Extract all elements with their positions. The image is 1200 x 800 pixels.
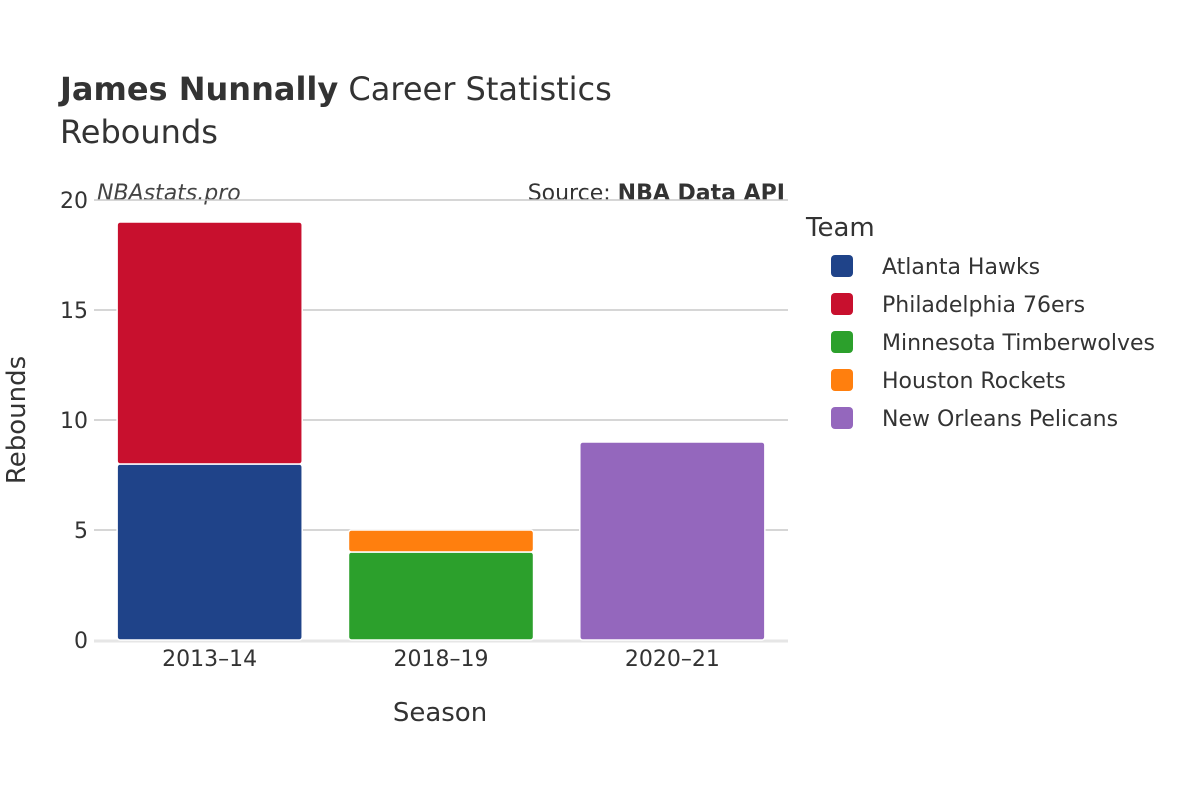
legend-swatch (831, 331, 853, 353)
legend-label: Philadelphia 76ers (882, 293, 1085, 318)
source-prefix: Source: (528, 181, 618, 206)
bar-segment[interactable] (347, 551, 535, 641)
bar-segment[interactable] (116, 221, 303, 465)
legend-item[interactable]: Atlanta Hawks (831, 255, 1040, 280)
y-tick-label: 0 (74, 629, 88, 654)
chart-title-player: James Nunnally (58, 70, 338, 108)
chart-title-rest: Career Statistics (338, 70, 612, 108)
legend-item[interactable]: Houston Rockets (831, 369, 1066, 394)
y-axis-ticks: 0 5 10 15 20 (60, 189, 88, 654)
y-tick-label: 20 (60, 189, 88, 214)
watermark: NBAstats.pro (97, 181, 241, 206)
x-tick-label: 2018–19 (394, 647, 489, 672)
legend-label: Atlanta Hawks (882, 255, 1040, 280)
y-tick-label: 5 (74, 519, 88, 544)
x-axis-ticks: 2013–14 2018–19 2020–21 (162, 647, 720, 672)
legend-label: New Orleans Pelicans (882, 407, 1118, 432)
source-credit: Source: NBA Data API (528, 181, 785, 206)
legend-swatch (831, 255, 853, 277)
bar-segment[interactable] (347, 529, 535, 553)
legend-swatch (831, 407, 853, 429)
legend-swatch (831, 369, 853, 391)
legend-label: Houston Rockets (882, 369, 1066, 394)
bar-segment[interactable] (116, 463, 303, 641)
x-tick-label: 2013–14 (162, 647, 257, 672)
y-axis-label: Rebounds (2, 356, 32, 484)
legend: Atlanta Hawks Philadelphia 76ers Minnesota… (831, 255, 1155, 432)
legend-item[interactable]: New Orleans Pelicans (831, 407, 1118, 432)
legend-item[interactable]: Philadelphia 76ers (831, 293, 1085, 318)
bar-segment[interactable] (579, 441, 766, 641)
legend-item[interactable]: Minnesota Timberwolves (831, 331, 1155, 356)
legend-title: Team (805, 213, 875, 243)
bars (116, 221, 766, 641)
chart-subtitle: Rebounds (60, 113, 218, 151)
source-name: NBA Data API (618, 181, 785, 206)
x-tick-label: 2020–21 (625, 647, 720, 672)
x-axis-label: Season (393, 698, 487, 728)
legend-swatch (831, 293, 853, 315)
y-tick-label: 10 (60, 409, 88, 434)
chart-title: James Nunnally Career Statistics (58, 70, 612, 108)
y-tick-label: 15 (60, 299, 88, 324)
legend-label: Minnesota Timberwolves (882, 331, 1155, 356)
